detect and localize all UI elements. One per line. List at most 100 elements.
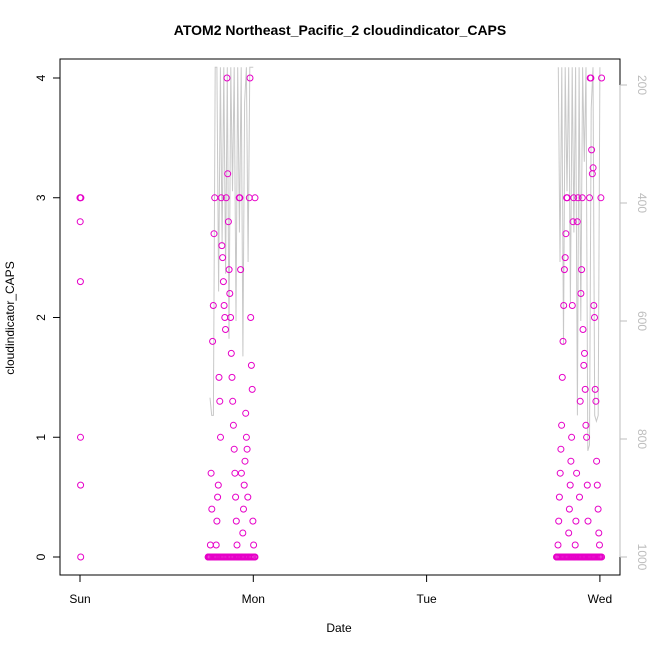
y2-tick-label: 200 [635, 75, 649, 95]
data-point [582, 421, 590, 429]
data-point [589, 164, 597, 172]
data-point [578, 194, 586, 202]
data-point [591, 385, 599, 393]
data-point [216, 397, 224, 405]
data-point [595, 529, 603, 537]
data-point [76, 218, 84, 226]
x-ticks: Sun Mon Tue Wed [69, 574, 612, 606]
data-point [221, 314, 229, 321]
data-point [232, 517, 240, 525]
data-point [233, 541, 241, 549]
data-point [559, 337, 567, 345]
data-point [576, 493, 583, 501]
data-point [597, 194, 605, 202]
data-point [593, 457, 601, 465]
data-point [215, 373, 223, 381]
data-point [557, 445, 565, 453]
x-tick-label: Wed [588, 592, 612, 606]
data-point [242, 433, 250, 441]
data-point [213, 517, 221, 525]
data-point [583, 481, 591, 489]
data-point [565, 505, 573, 513]
data-point [212, 541, 220, 549]
data-point [248, 385, 256, 393]
data-point [568, 302, 576, 309]
data-point [596, 541, 603, 549]
data-point [77, 433, 84, 441]
data-point [565, 529, 573, 537]
data-point [229, 421, 237, 429]
data-point [572, 517, 580, 525]
chart-title: ATOM2 Northeast_Pacific_2 cloudindicator… [174, 22, 506, 38]
data-point [591, 314, 598, 321]
data-point [227, 349, 235, 357]
data-point [584, 517, 592, 525]
data-point [224, 218, 232, 226]
plot-frame [59, 58, 621, 576]
y2-tick-label: 600 [635, 311, 649, 331]
data-point [567, 457, 575, 465]
data-point [242, 409, 250, 417]
data-point [583, 433, 591, 441]
data-point [574, 194, 582, 202]
data-point [206, 541, 214, 549]
data-point [558, 373, 566, 381]
data-point [77, 481, 85, 489]
data-point [76, 278, 84, 286]
data-point [578, 266, 586, 274]
data-point [243, 445, 251, 453]
data-point [227, 314, 235, 321]
data-point [214, 481, 222, 489]
data-point [581, 349, 588, 357]
data-point [251, 553, 259, 561]
y2-tick-label: 400 [635, 193, 649, 213]
data-point [561, 254, 569, 262]
data-point [598, 553, 606, 561]
data-point [225, 266, 233, 274]
data-point [210, 230, 218, 238]
data-point [577, 290, 585, 297]
data-point [576, 397, 584, 405]
line-segment-0 [209, 66, 254, 416]
line-layer [209, 66, 601, 451]
data-point [579, 326, 587, 333]
data-point [581, 385, 589, 393]
data-point [247, 361, 255, 369]
y2-tick-label: 1000 [635, 544, 649, 571]
data-point [251, 194, 259, 202]
x-tick-label: Sun [69, 592, 90, 606]
data-point [592, 397, 600, 405]
data-point [560, 302, 568, 309]
data-point [208, 505, 216, 513]
data-point [587, 74, 595, 82]
data-point [554, 541, 562, 549]
y2-ticks: 200 400 600 800 1000 [619, 75, 649, 571]
y-tick-label: 4 [34, 74, 48, 81]
data-point [209, 337, 217, 345]
data-point [229, 397, 237, 405]
data-point [209, 302, 217, 309]
data-point [560, 266, 568, 274]
data-point [219, 278, 227, 286]
data-point [222, 326, 229, 333]
y-tick-label: 1 [34, 434, 48, 441]
data-point [250, 541, 258, 549]
data-point [562, 230, 570, 238]
x-tick-label: Mon [242, 592, 265, 606]
data-point [223, 74, 231, 82]
data-point [231, 469, 239, 477]
data-point [573, 218, 581, 226]
data-point [558, 421, 566, 429]
y-tick-label: 2 [34, 314, 48, 321]
data-point [230, 445, 238, 453]
data-point [232, 493, 240, 501]
plot-border [59, 58, 621, 576]
data-point [555, 517, 563, 525]
data-point [226, 290, 234, 297]
data-point [237, 266, 245, 274]
data-point [246, 74, 254, 82]
data-point [598, 74, 606, 82]
data-point [556, 469, 564, 477]
data-point [224, 170, 232, 178]
y2-tick-label: 800 [635, 429, 649, 449]
